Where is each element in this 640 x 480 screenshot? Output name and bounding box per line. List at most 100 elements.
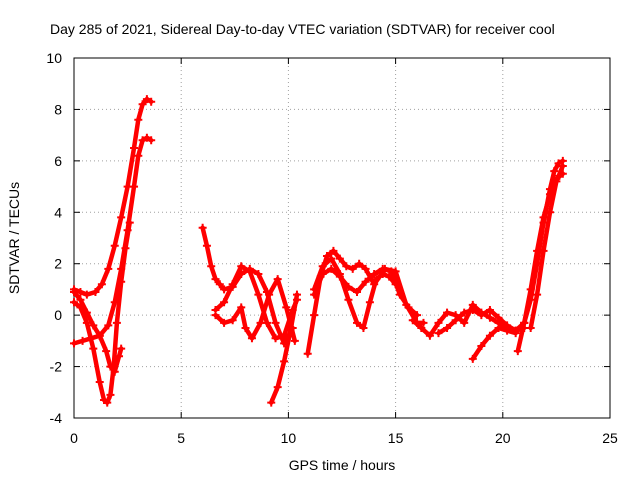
- data-point-marker: [545, 208, 554, 217]
- data-point-marker: [70, 288, 78, 296]
- data-point-marker: [89, 344, 98, 353]
- series-track-16: [526, 162, 567, 332]
- data-point-marker: [215, 280, 224, 289]
- data-point-marker: [241, 324, 250, 332]
- data-point-marker: [485, 331, 494, 340]
- x-tick-label: 20: [495, 430, 511, 446]
- data-point-marker: [434, 318, 443, 327]
- data-point-marker: [520, 318, 529, 327]
- data-point-marker: [95, 331, 104, 340]
- data-point-marker: [477, 342, 486, 350]
- data-point-marker: [104, 321, 113, 330]
- data-point-marker: [550, 167, 559, 176]
- data-point-marker: [280, 357, 289, 366]
- data-point-marker: [353, 288, 362, 296]
- data-point-marker: [290, 336, 299, 345]
- series-track-08: [267, 290, 301, 407]
- data-point-marker: [237, 303, 246, 312]
- data-point-marker: [89, 321, 98, 330]
- data-point-marker: [342, 262, 351, 271]
- data-point-marker: [112, 318, 121, 327]
- data-point-marker: [329, 246, 338, 255]
- data-point-marker: [228, 280, 237, 289]
- series-track-12: [408, 300, 529, 340]
- chart-title: Day 285 of 2021, Sidereal Day-to-day VTE…: [50, 21, 555, 37]
- series-track-03: [70, 218, 134, 407]
- data-point-marker: [82, 290, 91, 299]
- data-point-marker: [142, 95, 151, 104]
- data-point-marker: [419, 318, 428, 327]
- data-point-marker: [134, 115, 143, 124]
- data-point-marker: [106, 390, 115, 399]
- series-line: [71, 289, 124, 374]
- data-point-marker: [280, 331, 289, 340]
- y-tick-label: 2: [54, 256, 62, 272]
- y-tick-label: -4: [50, 410, 63, 426]
- x-tick-label: 15: [388, 430, 404, 446]
- data-point-marker: [385, 272, 394, 281]
- data-point-marker: [110, 241, 119, 250]
- series-track-11: [310, 254, 400, 332]
- series-track-06: [211, 262, 301, 343]
- data-point-marker: [138, 136, 147, 145]
- data-point-marker: [443, 324, 452, 332]
- data-point-marker: [526, 324, 535, 332]
- data-point-marker: [503, 326, 512, 335]
- data-point-marker: [256, 318, 265, 327]
- data-point-marker: [254, 270, 263, 278]
- data-point-marker: [207, 262, 216, 271]
- data-point-marker: [282, 303, 291, 312]
- series-group: [70, 95, 567, 407]
- data-point-marker: [359, 324, 368, 332]
- x-tick-label: 10: [281, 430, 297, 446]
- data-point-marker: [494, 313, 503, 322]
- data-point-marker: [353, 318, 362, 327]
- data-point-marker: [303, 349, 312, 358]
- data-point-marker: [404, 303, 413, 312]
- data-point-marker: [211, 275, 220, 284]
- y-tick-label: 8: [54, 101, 62, 117]
- series-line: [71, 96, 154, 297]
- data-point-marker: [361, 264, 370, 273]
- data-point-marker: [106, 362, 115, 371]
- data-point-marker: [460, 318, 469, 327]
- data-point-marker: [228, 316, 237, 325]
- data-point-marker: [130, 182, 139, 191]
- y-tick-labels: -4 -2 0 2 4 6 8 10: [46, 50, 62, 426]
- data-point-marker: [468, 306, 477, 314]
- data-point-marker: [348, 264, 357, 273]
- data-point-marker: [91, 288, 100, 296]
- data-point-marker: [318, 262, 327, 271]
- y-tick-label: -2: [50, 359, 63, 375]
- data-point-marker: [434, 329, 443, 338]
- data-point-marker: [202, 241, 211, 250]
- data-point-marker: [344, 295, 353, 304]
- data-point-marker: [391, 280, 400, 289]
- data-point-marker: [372, 275, 381, 284]
- x-axis-label: GPS time / hours: [289, 457, 396, 473]
- x-tick-labels: 0 5 10 15 20 25: [70, 430, 618, 446]
- data-point-marker: [539, 246, 548, 255]
- data-point-marker: [121, 244, 130, 253]
- data-point-marker: [378, 270, 387, 278]
- data-point-marker: [76, 295, 85, 304]
- series-line: [528, 163, 566, 331]
- data-point-marker: [134, 151, 143, 160]
- data-point-marker: [117, 213, 126, 222]
- data-point-marker: [273, 383, 282, 392]
- data-point-marker: [220, 318, 229, 327]
- data-point-marker: [247, 334, 256, 343]
- series-track-04: [70, 288, 126, 376]
- data-point-marker: [494, 324, 503, 332]
- y-tick-label: 10: [46, 50, 62, 66]
- data-point-marker: [220, 298, 229, 307]
- data-point-marker: [95, 378, 104, 386]
- data-point-marker: [310, 285, 319, 294]
- axis-ticks: [73, 57, 611, 419]
- data-point-marker: [117, 344, 126, 353]
- x-tick-label: 25: [602, 430, 618, 446]
- data-point-marker: [335, 254, 344, 263]
- data-point-marker: [82, 308, 91, 317]
- series-track-07: [211, 275, 299, 345]
